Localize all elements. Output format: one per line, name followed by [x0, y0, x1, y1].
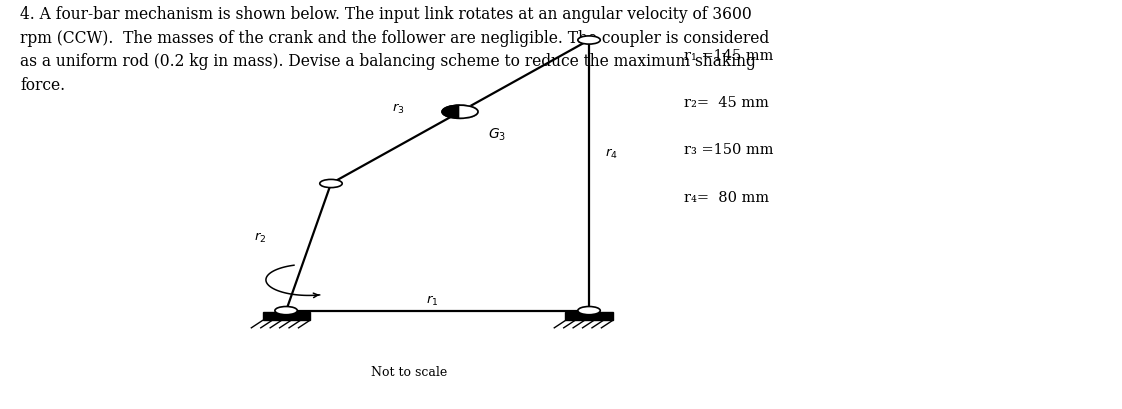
Text: $r_4$: $r_4$	[605, 146, 618, 160]
Text: Not to scale: Not to scale	[371, 365, 448, 378]
Text: r₁ =145 mm: r₁ =145 mm	[684, 49, 774, 63]
Circle shape	[578, 307, 600, 315]
Text: $r_3$: $r_3$	[392, 101, 405, 115]
Text: $r_1$: $r_1$	[425, 294, 439, 308]
Circle shape	[320, 180, 342, 188]
Circle shape	[442, 106, 478, 119]
Text: r₄=  80 mm: r₄= 80 mm	[684, 190, 770, 204]
Text: 4. A four-bar mechanism is shown below. The input link rotates at an angular vel: 4. A four-bar mechanism is shown below. …	[20, 6, 770, 93]
Bar	[263, 312, 310, 321]
Polygon shape	[460, 106, 478, 119]
Text: $r_2$: $r_2$	[254, 230, 267, 244]
Text: $G_3$: $G_3$	[488, 127, 506, 143]
Text: r₂=  45 mm: r₂= 45 mm	[684, 96, 770, 110]
Circle shape	[578, 37, 600, 45]
Text: r₃ =150 mm: r₃ =150 mm	[684, 143, 774, 157]
Bar	[565, 312, 613, 321]
Circle shape	[275, 307, 297, 315]
